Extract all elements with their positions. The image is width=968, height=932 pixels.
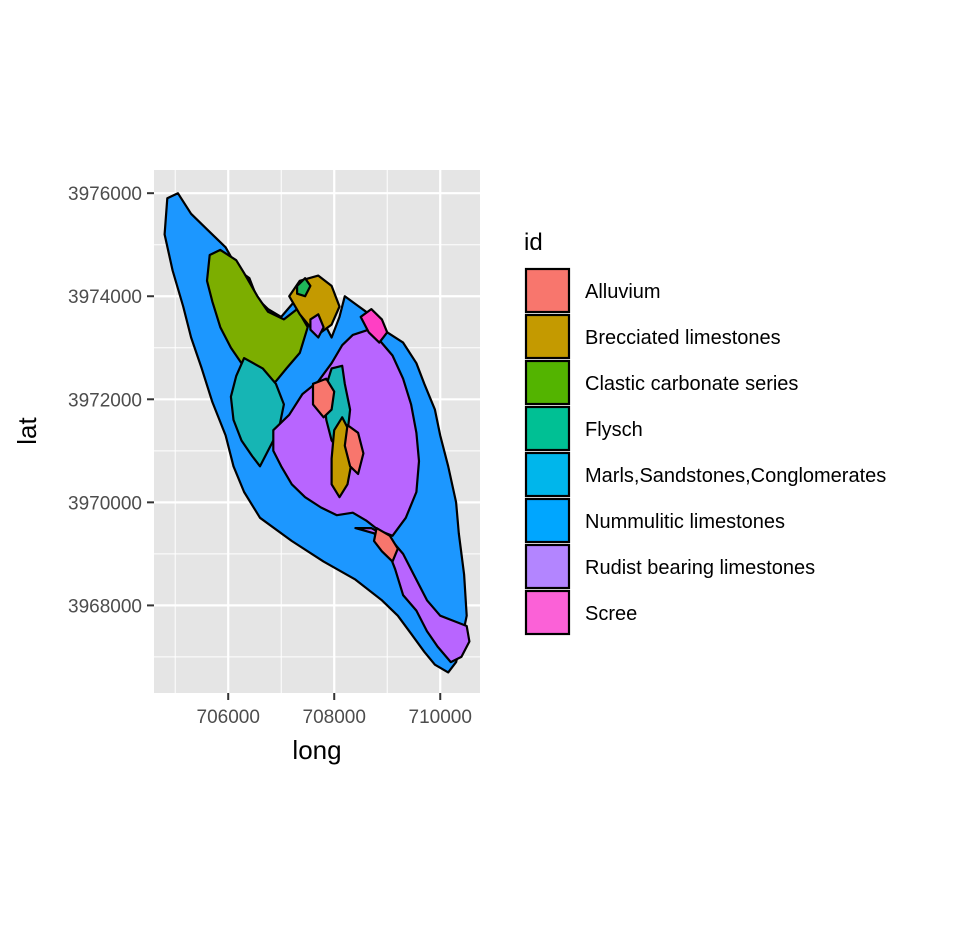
legend-swatch xyxy=(524,405,571,452)
x-tick-label: 706000 xyxy=(197,707,260,728)
legend-swatch xyxy=(524,543,571,590)
unit-clastic-carbonate-series xyxy=(205,248,309,391)
unit-rudist-bearing-limestones xyxy=(309,313,325,339)
legend-title: id xyxy=(524,229,543,256)
legend-label: Flysch xyxy=(585,419,643,441)
x-axis-title: long xyxy=(292,735,341,765)
legend-label: Alluvium xyxy=(585,281,661,303)
unit-alluvium xyxy=(311,377,336,419)
y-tick-label: 3970000 xyxy=(68,493,142,514)
legend-label: Marls,Sandstones,Conglomerates xyxy=(585,465,886,487)
legend-label: Brecciated limestones xyxy=(585,327,781,349)
x-tick-label: 710000 xyxy=(409,707,472,728)
legend-label: Scree xyxy=(585,603,637,625)
legend-label: Nummulitic limestones xyxy=(585,511,785,533)
y-axis-title: lat xyxy=(12,416,42,444)
unit-scree xyxy=(359,308,389,344)
y-tick-label: 3968000 xyxy=(68,596,142,617)
legend-label: Rudist bearing limestones xyxy=(585,557,815,579)
y-tick-label: 3976000 xyxy=(68,184,142,205)
y-tick-label: 3974000 xyxy=(68,287,142,308)
legend-label: Clastic carbonate series xyxy=(585,373,798,395)
y-axis: 3968000 3970000 3972000 3974000 3976000 xyxy=(68,184,154,617)
unit-marls-sandstones-conglomerates xyxy=(229,357,285,468)
x-tick-label: 708000 xyxy=(303,707,366,728)
unit-alluvium xyxy=(343,424,365,476)
y-tick-label: 3972000 xyxy=(68,390,142,411)
legend-swatch xyxy=(524,451,571,498)
legend-swatch xyxy=(524,267,571,314)
legend-swatch xyxy=(524,359,571,406)
legend-swatch xyxy=(524,497,571,544)
legend-swatch xyxy=(524,589,571,636)
unit-flysch xyxy=(296,277,312,298)
geology-units xyxy=(163,192,471,674)
legend: Alluvium Brecciated limestones Clastic car… xyxy=(524,267,886,636)
x-axis: 706000 708000 710000 xyxy=(197,693,472,728)
legend-swatch xyxy=(524,313,571,360)
unit-alluvium xyxy=(372,526,399,563)
unit-rudist-bearing-limestones xyxy=(354,526,471,664)
